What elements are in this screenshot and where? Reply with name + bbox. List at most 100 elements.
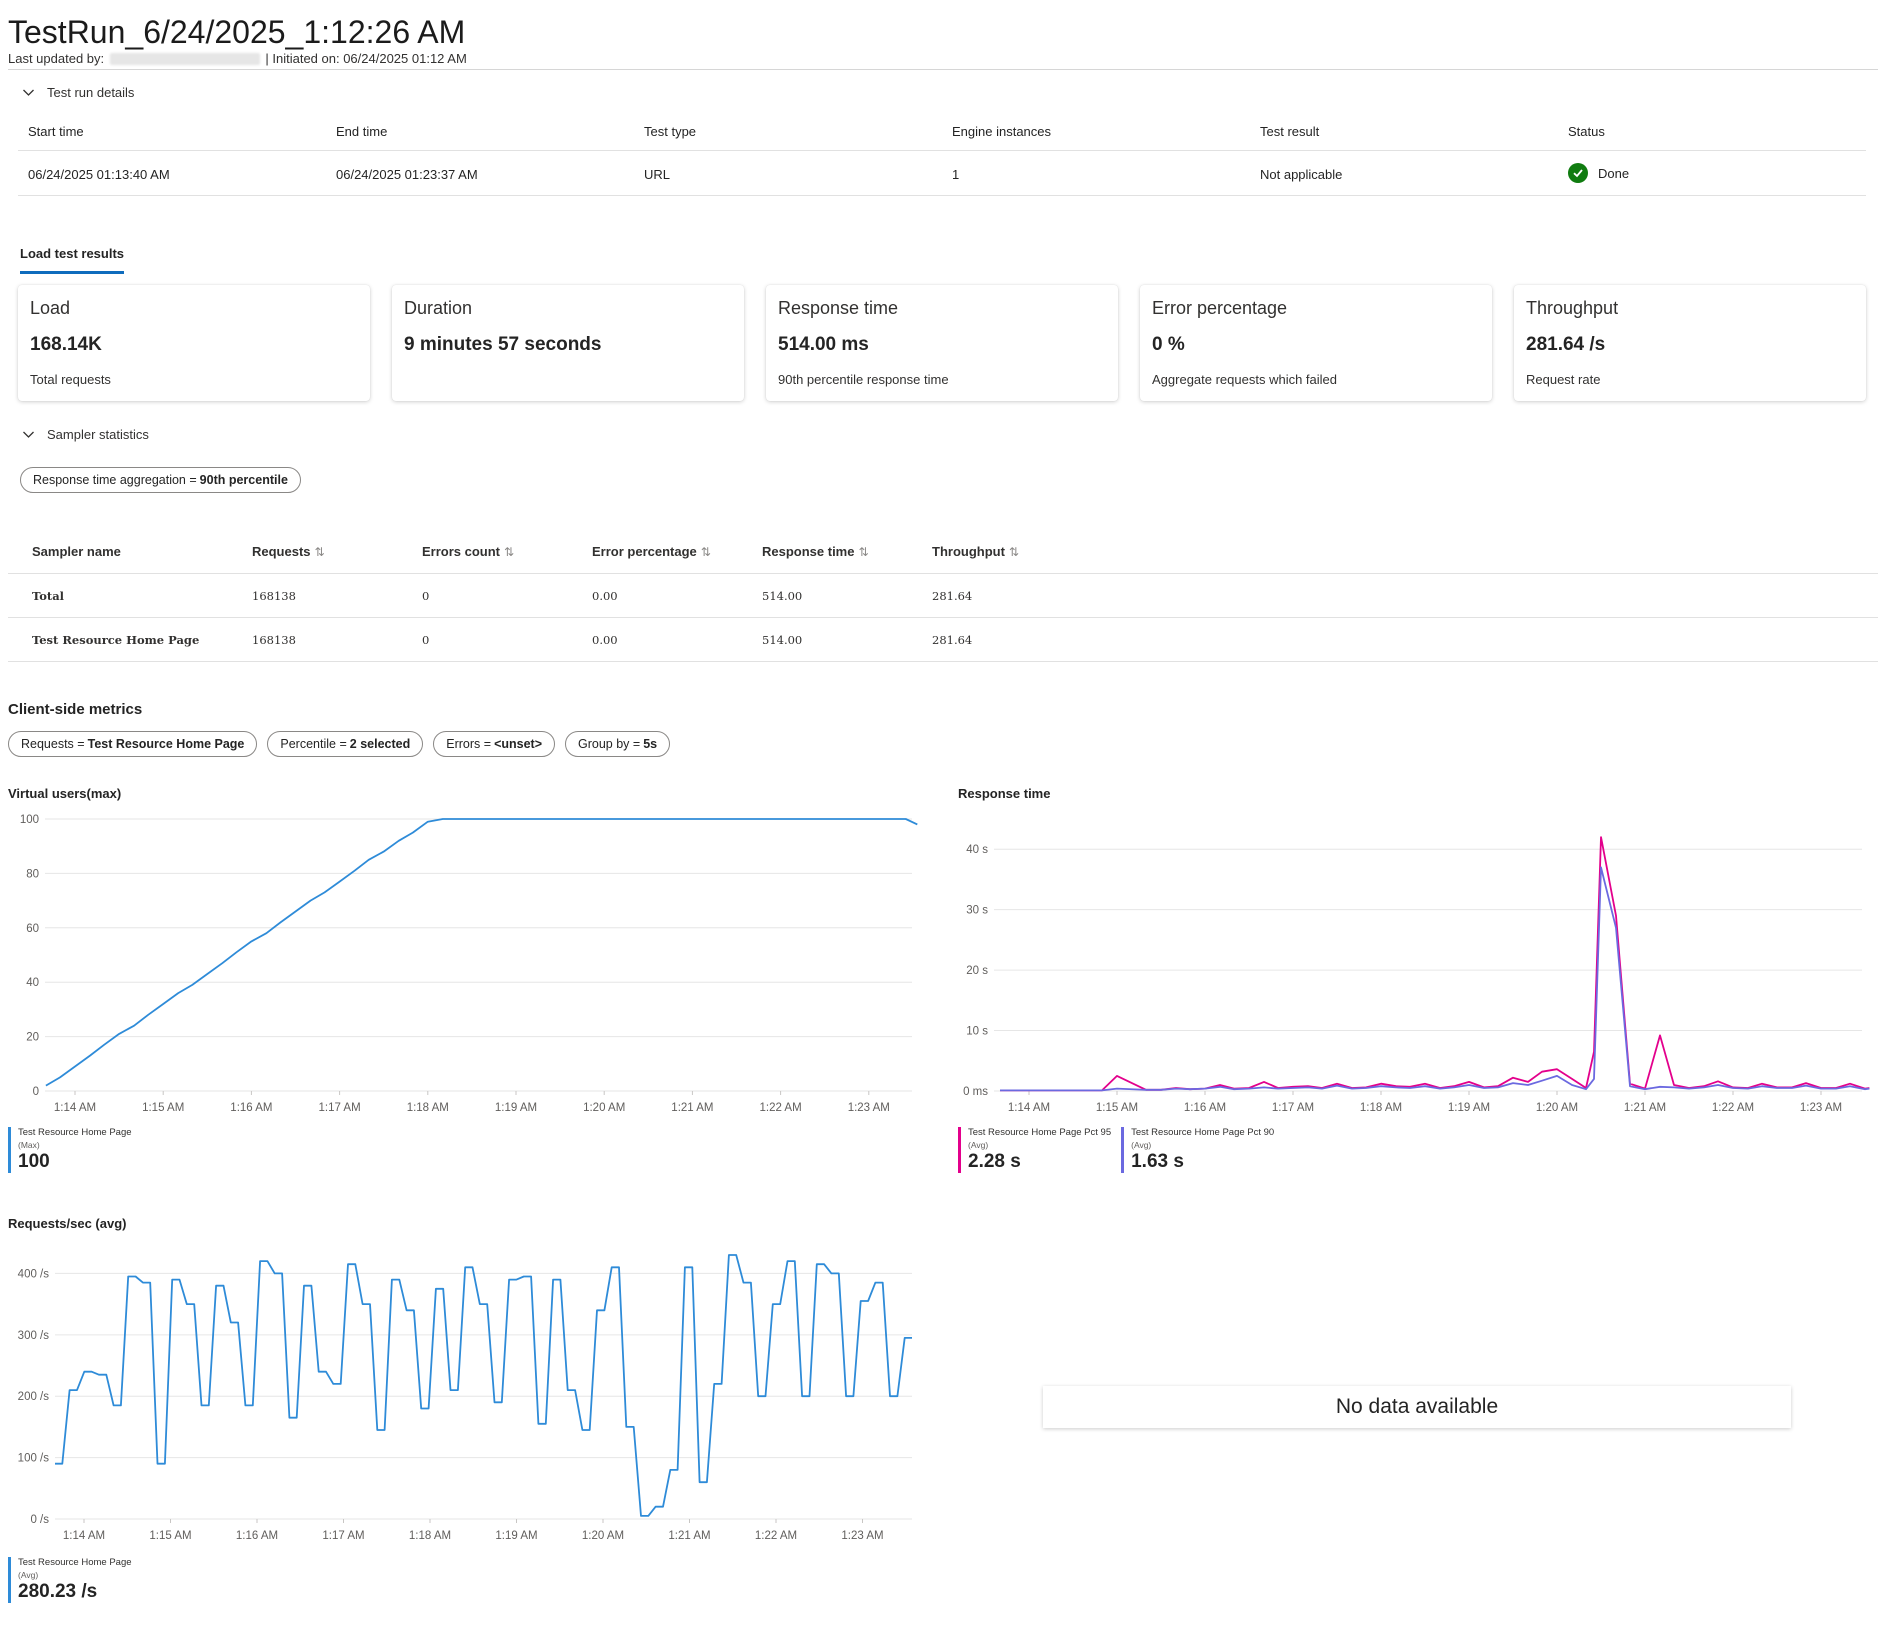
table-row[interactable]: Test Resource Home Page 168138 0 0.00 51…: [8, 618, 1878, 662]
response-time-chart: 0 ms 10 s 20 s 30 s 40 s 1:14 AM 1:15 AM 1:16 A…: [963, 836, 1870, 1114]
sort-icon: ⇅: [700, 545, 711, 559]
x-tick-label: 1:16 AM: [236, 1530, 278, 1542]
details-header-row: Start time End time Test type Engine ins…: [18, 112, 1866, 151]
series-line: [1000, 836, 1870, 1092]
x-tick-label: 1:20 AM: [582, 1530, 624, 1542]
col-response-time[interactable]: Response time ⇅: [762, 544, 869, 559]
requests-filter-pill[interactable]: Requests = Test Resource Home Page: [8, 731, 258, 757]
group-by-filter-pill[interactable]: Group by = 5s: [565, 731, 671, 757]
x-tick-label: 1:23 AM: [1800, 1102, 1842, 1114]
errors-filter-pill[interactable]: Errors = <unset>: [433, 731, 556, 757]
x-tick-label: 1:23 AM: [848, 1102, 890, 1114]
x-tick-label: 1:19 AM: [1448, 1102, 1490, 1114]
x-tick-label: 1:21 AM: [671, 1102, 713, 1114]
x-tick-label: 1:18 AM: [409, 1530, 451, 1542]
x-tick-label: 1:18 AM: [407, 1102, 449, 1114]
percentile-filter-pill[interactable]: Percentile = 2 selected: [267, 731, 424, 757]
test-type-value: URL: [644, 167, 671, 182]
legend-item[interactable]: Test Resource Home Page (Avg) 280.23 /s: [8, 1557, 132, 1603]
x-tick-label: 1:21 AM: [668, 1530, 710, 1542]
y-tick-label: 100 /s: [18, 1453, 50, 1465]
col-test-type: Test type: [644, 124, 697, 139]
requests-per-sec-legend: Test Resource Home Page (Avg) 280.23 /s: [8, 1557, 132, 1603]
pill-key: Response time aggregation: [33, 473, 186, 487]
success-check-icon: [1568, 163, 1588, 183]
response-time-legend: Test Resource Home Page Pct 95 (Avg) 2.2…: [958, 1127, 1274, 1173]
kpi-card-duration: Duration 9 minutes 57 seconds: [392, 285, 744, 401]
series-line: [1000, 866, 1870, 1092]
sampler-header-row: Sampler name Requests ⇅ Errors count ⇅ Err…: [8, 530, 1878, 574]
test-run-details-toggle[interactable]: Test run details: [22, 85, 134, 100]
y-tick-label: 100: [20, 814, 39, 826]
tab-load-test-results[interactable]: Load test results: [20, 246, 125, 274]
x-tick-label: 1:15 AM: [142, 1102, 184, 1114]
status-value: Done: [1598, 165, 1630, 181]
test-result-value: Not applicable: [1260, 167, 1343, 182]
kpi-card-throughput: Throughput 281.64 /s Request rate: [1514, 285, 1866, 401]
requests-per-sec-chart: 0 /s 100 /s 200 /s 300 /s 400 /s 1:14 AM 1:15 …: [18, 1254, 912, 1542]
card-subtitle: Request rate: [1526, 372, 1601, 387]
card-value: 168.14K: [30, 334, 102, 355]
test-run-details-label: Test run details: [47, 85, 135, 100]
y-tick-label: 20 s: [966, 965, 988, 977]
sampler-statistics-toggle[interactable]: Sampler statistics: [22, 427, 149, 442]
redacted-user: [109, 53, 260, 65]
sort-icon: ⇅: [314, 545, 325, 559]
x-tick-label: 1:19 AM: [495, 1530, 537, 1542]
x-tick-label: 1:18 AM: [1360, 1102, 1402, 1114]
card-title: Load: [30, 298, 71, 318]
pill-value: 90th percentile: [199, 473, 288, 487]
x-tick-label: 1:15 AM: [1096, 1102, 1138, 1114]
response-time-chart-title: Response time: [958, 786, 1051, 801]
response-aggregation-filter-pill[interactable]: Response time aggregation = 90th percenti…: [20, 467, 301, 493]
x-tick-label: 1:17 AM: [322, 1530, 364, 1542]
sampler-table: Sampler name Requests ⇅ Errors count ⇅ Err…: [8, 530, 1878, 662]
end-time-value: 06/24/2025 01:23:37 AM: [336, 167, 478, 182]
start-time-value: 06/24/2025 01:13:40 AM: [28, 167, 170, 182]
x-tick-label: 1:22 AM: [755, 1530, 797, 1542]
x-tick-label: 1:22 AM: [1712, 1102, 1754, 1114]
card-value: 0 %: [1152, 334, 1185, 355]
table-row[interactable]: Total 168138 0 0.00 514.00 281.64: [8, 574, 1878, 618]
virtual-users-chart-title: Virtual users(max): [8, 786, 122, 801]
sort-icon: ⇅: [504, 545, 515, 559]
x-tick-label: 1:20 AM: [1536, 1102, 1578, 1114]
last-updated-label: Last updated by:: [8, 51, 105, 66]
chevron-down-icon: [23, 89, 34, 96]
card-title: Duration: [404, 298, 473, 318]
card-value: 514.00 ms: [778, 334, 869, 355]
legend-item[interactable]: Test Resource Home Page Pct 95 (Avg) 2.2…: [958, 1127, 1111, 1173]
legend-item[interactable]: Test Resource Home Page Pct 90 (Avg) 1.6…: [1121, 1127, 1274, 1173]
initiated-on: | Initiated on: 06/24/2025 01:12 AM: [265, 51, 467, 66]
pill-op: =: [189, 473, 197, 487]
kpi-card-error-percentage: Error percentage 0 % Aggregate requests …: [1140, 285, 1492, 401]
card-subtitle: 90th percentile response time: [778, 372, 949, 387]
x-tick-label: 1:14 AM: [1008, 1102, 1050, 1114]
x-tick-label: 1:23 AM: [841, 1530, 883, 1542]
test-run-details-table: Start time End time Test type Engine ins…: [18, 112, 1866, 196]
requests-per-sec-chart-title: Requests/sec (avg): [8, 1216, 127, 1231]
x-tick-label: 1:14 AM: [54, 1102, 96, 1114]
series-line: [55, 1254, 912, 1517]
card-subtitle: Aggregate requests which failed: [1152, 372, 1338, 387]
page-title: TestRun_6/24/2025_1:12:26 AM: [8, 14, 466, 50]
x-tick-label: 1:14 AM: [63, 1530, 105, 1542]
virtual-users-chart: 0 20 40 60 80 100 1:14 AM 1:15 AM 1:16 AM 1:17 AM…: [20, 814, 918, 1114]
details-row: 06/24/2025 01:13:40 AM 06/24/2025 01:23:…: [18, 151, 1866, 196]
x-tick-label: 1:17 AM: [1272, 1102, 1314, 1114]
sampler-statistics-label: Sampler statistics: [47, 427, 149, 442]
legend-item[interactable]: Test Resource Home Page (Max) 100: [8, 1127, 132, 1173]
col-throughput[interactable]: Throughput ⇅: [932, 544, 1019, 559]
client-side-metrics-heading: Client-side metrics: [8, 701, 143, 718]
col-error-percentage[interactable]: Error percentage ⇅: [592, 544, 711, 559]
x-tick-label: 1:22 AM: [759, 1102, 801, 1114]
x-tick-label: 1:17 AM: [318, 1102, 360, 1114]
series-line: [45, 818, 918, 1087]
metrics-filter-bar: Requests = Test Resource Home Page Percen…: [8, 731, 671, 757]
y-tick-label: 0 ms: [963, 1086, 988, 1098]
kpi-card-response-time: Response time 514.00 ms 90th percentile …: [766, 285, 1118, 401]
col-errors-count[interactable]: Errors count ⇅: [422, 544, 515, 559]
x-tick-label: 1:16 AM: [230, 1102, 272, 1114]
y-tick-label: 30 s: [966, 905, 988, 917]
col-requests[interactable]: Requests ⇅: [252, 544, 325, 559]
